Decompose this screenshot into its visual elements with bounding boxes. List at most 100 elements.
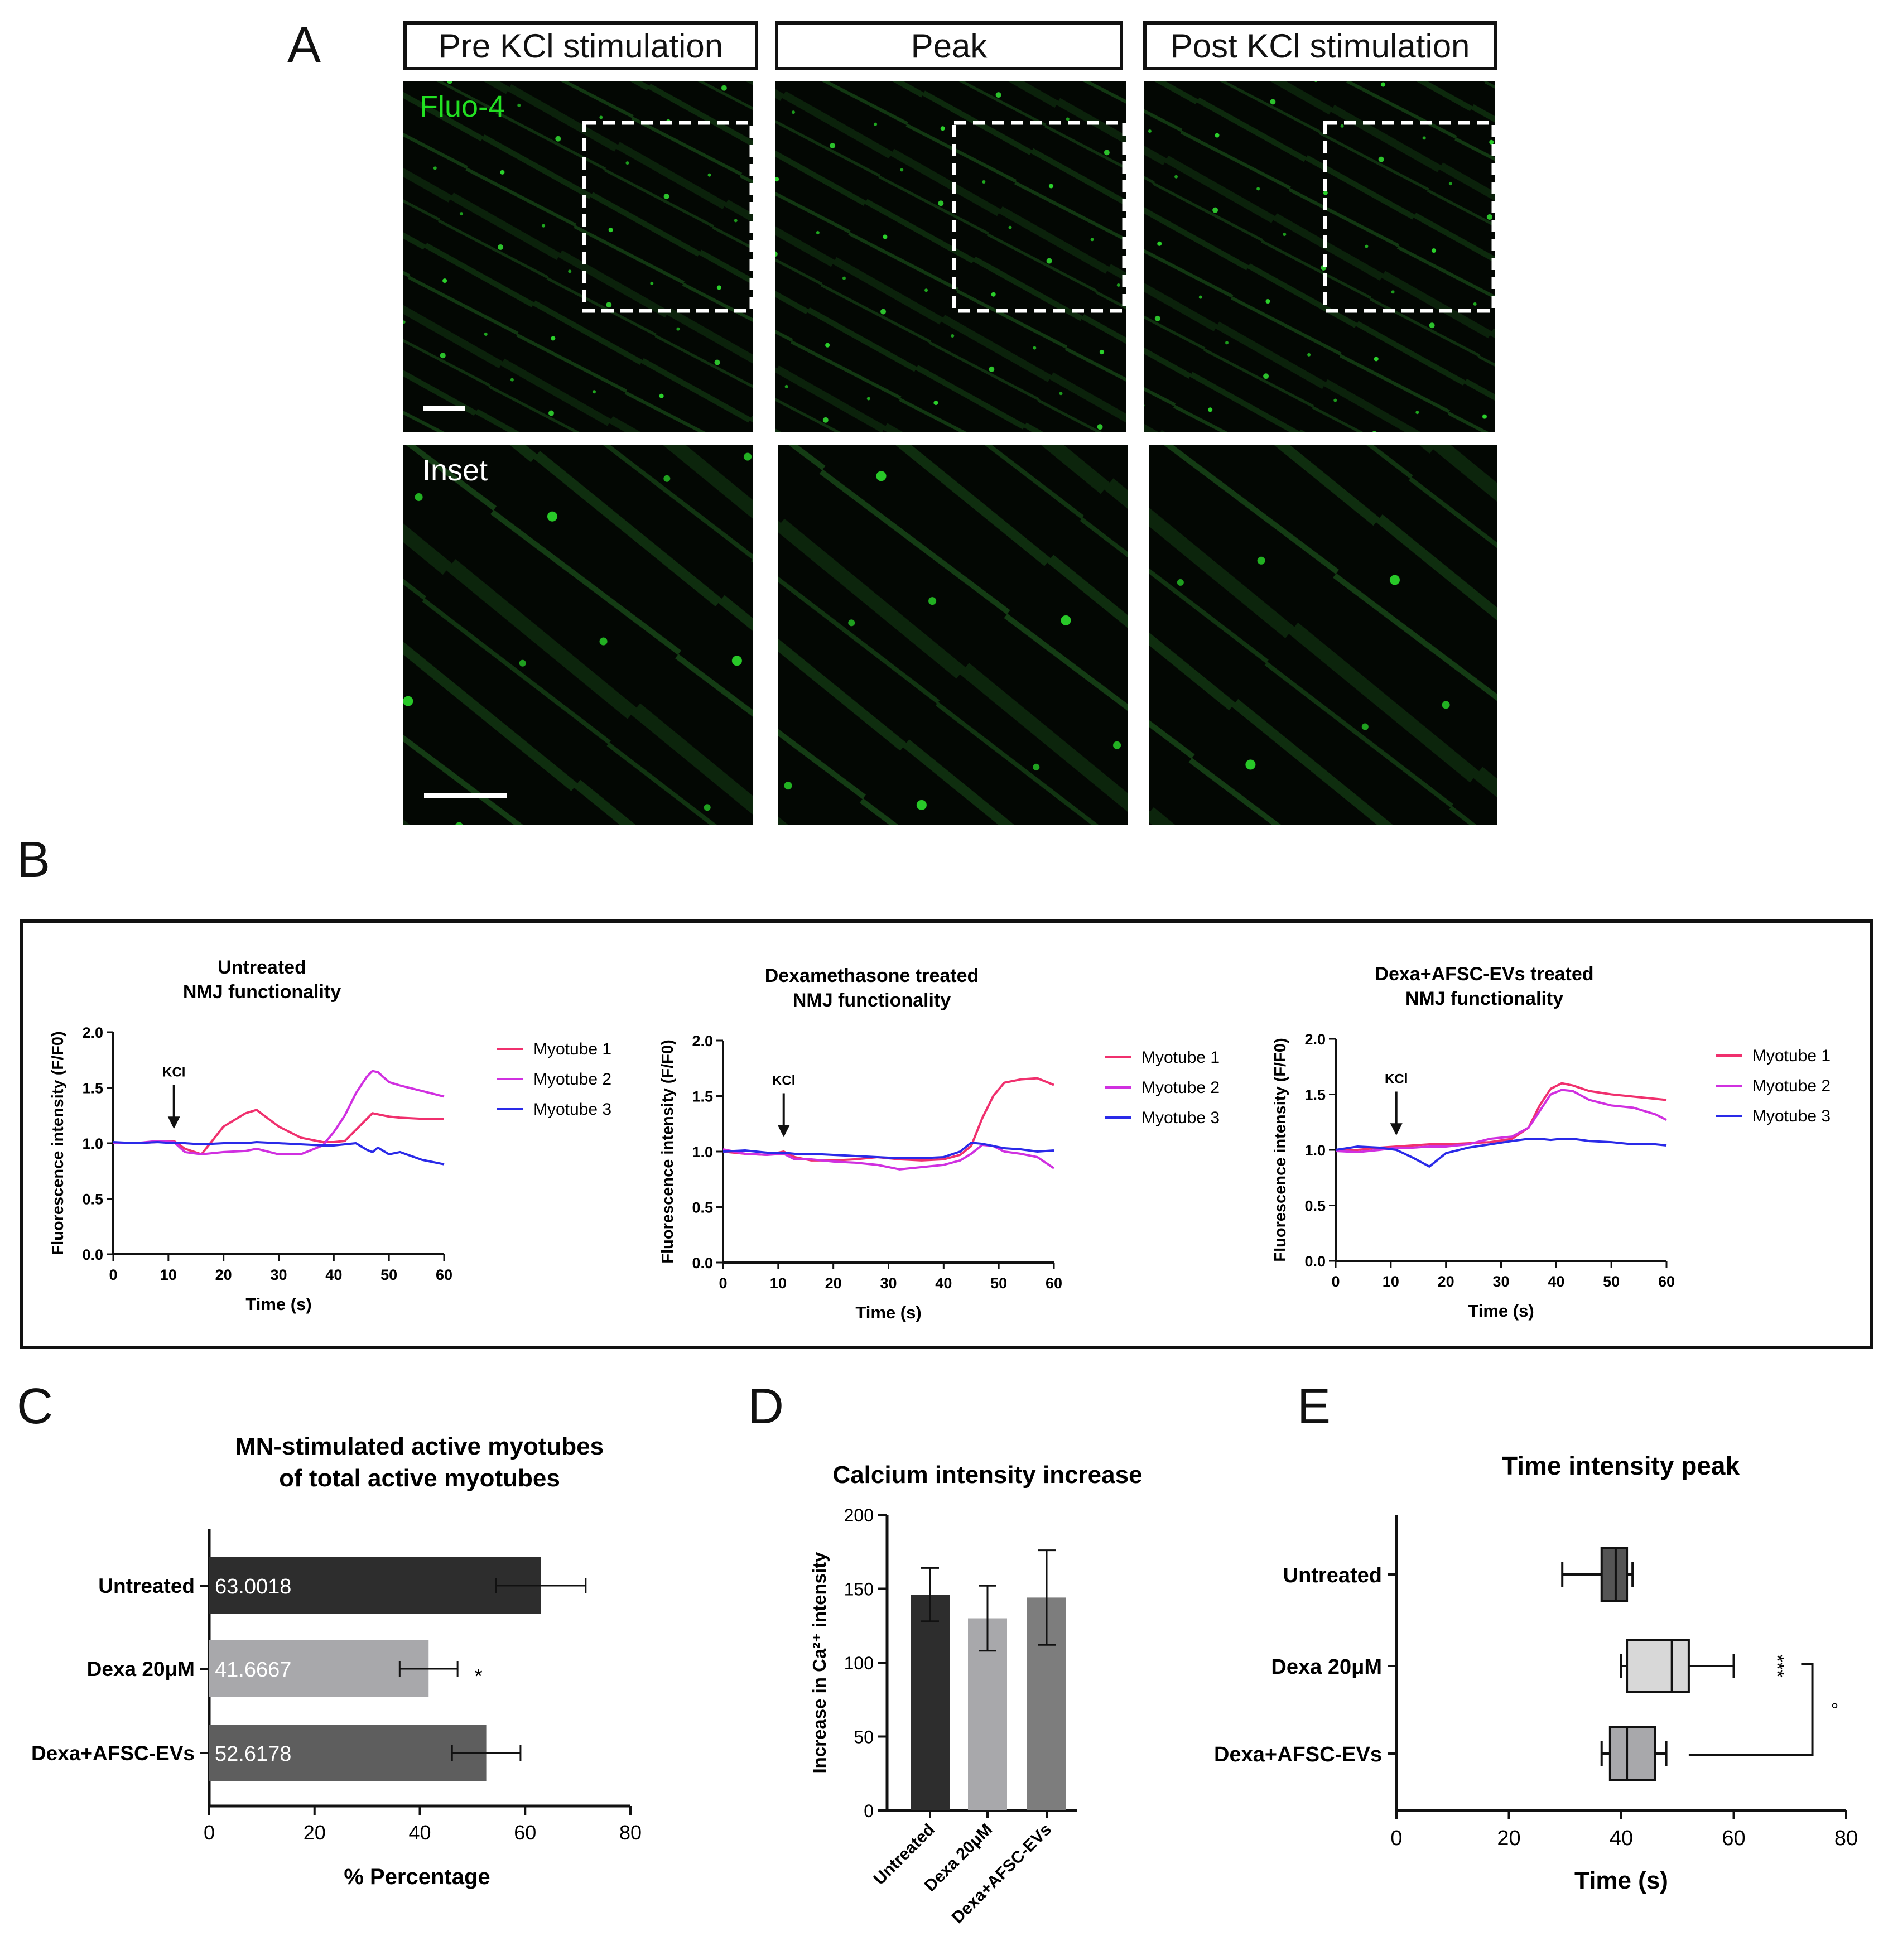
- micrograph-pre: [403, 81, 753, 432]
- chart-d-title: Calcium intensity increase: [832, 1461, 1142, 1489]
- chart-d-bar: [911, 1595, 950, 1810]
- header-post-kcl: Post KCl stimulation: [1143, 21, 1497, 70]
- fluo4-label: Fluo-4: [420, 90, 505, 123]
- chart-b3-x-tick-label: 50: [1603, 1273, 1620, 1290]
- chart-c-x-tick-label: 20: [304, 1821, 326, 1844]
- inset-box-pre: [582, 121, 754, 313]
- micrograph-inset-peak: [778, 445, 1128, 825]
- chart-b1-y-tick-label: 0.0: [82, 1246, 103, 1263]
- chart-b2-y-tick-label: 0.0: [692, 1255, 713, 1272]
- chart-c-bar: [209, 1725, 487, 1781]
- chart-d-y-tick-label: 0: [864, 1801, 874, 1821]
- chart-b2-y-tick-label: 2.0: [692, 1033, 713, 1049]
- chart-b1-x-tick-label: 40: [325, 1266, 342, 1283]
- panel-b-letter: B: [17, 832, 51, 888]
- chart-b3-x-tick-label: 60: [1658, 1273, 1675, 1290]
- chart-c: MN-stimulated active myotubes of total ac…: [31, 1433, 642, 1889]
- chart-b1-x-tick-label: 50: [380, 1266, 397, 1283]
- chart-b1-x-tick-label: 30: [270, 1266, 287, 1283]
- chart-b2-y-tick-label: 0.5: [692, 1200, 713, 1216]
- chart-b3-y-tick-label: 0.5: [1304, 1198, 1326, 1215]
- chart-b1-y-tick-label: 0.5: [82, 1191, 103, 1208]
- chart-e: Time intensity peak 0 20 40 60 80 Time (s) Untr…: [1214, 1451, 1858, 1894]
- chart-b1-y-tick-label: 1.0: [82, 1135, 103, 1152]
- chart-b1-series-myotube-1: [113, 1109, 444, 1155]
- chart-d-y-tick-label: 50: [854, 1727, 874, 1747]
- micrograph-inset-pre: [403, 445, 753, 825]
- chart-b2-legend-label-2: Myotube 2: [1141, 1078, 1220, 1097]
- chart-e-bracket-significance: °: [1831, 1700, 1839, 1721]
- panel-c-letter: C: [17, 1379, 53, 1434]
- chart-b2-x-tick-label: 60: [1046, 1275, 1062, 1292]
- chart-b1-title-line-0: Untreated: [218, 957, 306, 978]
- chart-b2-legend-label-1: Myotube 1: [1141, 1048, 1220, 1067]
- chart-d-category-label: Dexa+AFSC-EVs: [948, 1821, 1055, 1927]
- chart-b1-y-label: Fluorescence intensity (F/F0): [49, 1031, 67, 1255]
- chart-b1-x-tick-label: 10: [160, 1266, 177, 1283]
- header-peak-label: Peak: [911, 27, 988, 65]
- chart-b3-x-tick-label: 30: [1492, 1273, 1509, 1290]
- chart-b2-x-tick-label: 50: [990, 1275, 1007, 1292]
- header-peak: Peak: [775, 21, 1123, 70]
- chart-e-x-tick-label: 60: [1722, 1827, 1745, 1850]
- header-pre-kcl-label: Pre KCl stimulation: [438, 27, 724, 65]
- chart-b2-title-line-0: Dexamethasone treated: [765, 965, 979, 986]
- chart-b3-legend-label-3: Myotube 3: [1752, 1107, 1831, 1125]
- panel-b-frame: [20, 919, 1873, 1349]
- chart-c-bar: [209, 1557, 541, 1614]
- chart-e-title: Time intensity peak: [1502, 1451, 1740, 1480]
- chart-c-x-tick-label: 40: [408, 1821, 431, 1844]
- panel-a-letter: A: [287, 17, 321, 73]
- chart-e-box: [1626, 1639, 1690, 1693]
- chart-e-bracket: [1688, 1663, 1814, 1756]
- chart-b3-title-line-0: Dexa+AFSC-EVs treated: [1375, 964, 1593, 985]
- chart-e-x-tick-label: 20: [1497, 1827, 1520, 1850]
- chart-b3-x-label: Time (s): [1468, 1301, 1534, 1321]
- chart-e-significance: ***: [1766, 1654, 1789, 1678]
- inset-label: Inset: [422, 454, 488, 487]
- chart-b3-y-tick-label: 1.0: [1304, 1142, 1326, 1159]
- chart-b2-kcl-label: KCl: [772, 1073, 795, 1089]
- chart-c-value-label: 41.6667: [215, 1658, 291, 1682]
- chart-b1-y-tick-label: 2.0: [82, 1024, 103, 1041]
- panel-e-letter: E: [1297, 1379, 1331, 1434]
- chart-c-x-label: % Percentage: [344, 1865, 490, 1889]
- chart-b2-y-tick-label: 1.5: [692, 1089, 713, 1105]
- chart-b2-x-tick-label: 30: [880, 1275, 897, 1292]
- chart-c-x-tick-label: 80: [619, 1821, 642, 1844]
- chart-b3-y-tick-label: 0.0: [1304, 1253, 1326, 1270]
- header-pre-kcl: Pre KCl stimulation: [403, 21, 758, 70]
- chart-c-x-tick-label: 60: [514, 1821, 536, 1844]
- chart-b1-title-line-1: NMJ functionality: [183, 981, 341, 1003]
- chart-c-value-label: 52.6178: [215, 1742, 291, 1766]
- chart-c-x-tick-label: 0: [204, 1821, 215, 1844]
- chart-b3-kcl-arrow-head: [1390, 1123, 1403, 1136]
- scale-bar-bottom: [424, 793, 507, 798]
- header-post-kcl-label: Post KCl stimulation: [1170, 27, 1470, 65]
- chart-e-x-tick-label: 80: [1834, 1827, 1858, 1850]
- chart-b2-series-myotube-2: [722, 1144, 1055, 1171]
- chart-d: Calcium intensity increase 0 50 100 150 200 In…: [809, 1461, 1143, 1927]
- chart-b2-kcl-arrow-head: [777, 1125, 790, 1138]
- chart-e-x-tick-label: 40: [1610, 1827, 1633, 1850]
- chart-b2-x-tick-label: 10: [770, 1275, 787, 1292]
- chart-b1-y-tick-label: 1.5: [82, 1080, 103, 1097]
- chart-b1-kcl-arrow-head: [167, 1116, 180, 1129]
- panel-d-letter: D: [748, 1379, 784, 1434]
- chart-b3-x-tick-label: 20: [1438, 1273, 1454, 1290]
- chart-b2-legend-label-3: Myotube 3: [1141, 1109, 1220, 1127]
- chart-e-category-label: Dexa+AFSC-EVs: [1214, 1743, 1382, 1766]
- chart-e-x-tick-label: 0: [1390, 1827, 1402, 1850]
- chart-b2-y-label: Fluorescence intensity (F/F0): [659, 1039, 677, 1263]
- chart-b3-legend-label-2: Myotube 2: [1752, 1077, 1831, 1095]
- micrograph-grid: [403, 81, 1497, 825]
- chart-b2-series-myotube-3: [722, 1142, 1054, 1159]
- chart-b2-x-label: Time (s): [855, 1303, 921, 1322]
- chart-b3-x-tick-label: 0: [1331, 1273, 1340, 1290]
- chart-c-value-label: 63.0018: [215, 1575, 291, 1598]
- chart-b1-series-myotube-2: [113, 1070, 445, 1155]
- chart-e-box: [1608, 1726, 1656, 1781]
- scale-bar-top: [423, 406, 465, 411]
- panel-b-charts: Untreated NMJ functionality 0 10 20 30 40 50 60 0…: [49, 957, 1831, 1322]
- chart-e-category-label: Dexa 20μM: [1271, 1655, 1382, 1679]
